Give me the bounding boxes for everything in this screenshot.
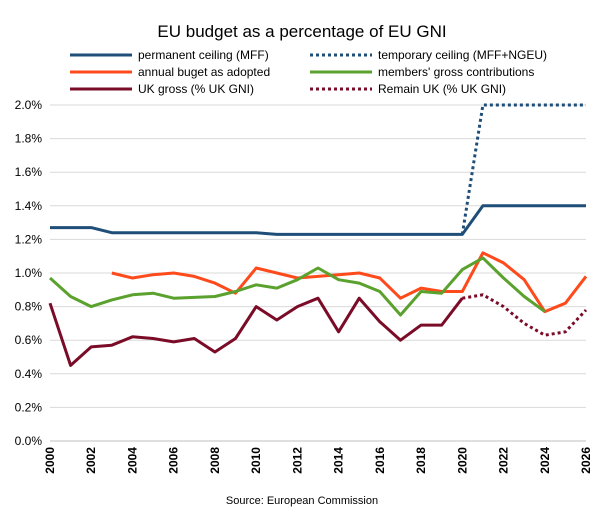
series-line-adopted bbox=[111, 251, 588, 314]
x-tick-label: 2002 bbox=[84, 447, 98, 474]
x-tick-label: 2008 bbox=[208, 447, 222, 474]
x-tick-label: 2018 bbox=[414, 447, 428, 474]
y-tick-label: 2.0% bbox=[15, 98, 43, 112]
series-lines bbox=[48, 103, 588, 367]
series-line-remain bbox=[462, 293, 588, 337]
y-axis: 0.0% 0.2% 0.4% 0.6% 0.8% 1.0% 1.2% 1.4% 1.6% 1.8%… bbox=[15, 98, 43, 448]
x-tick-label: 2010 bbox=[249, 447, 263, 474]
legend-label-uk: UK gross (% UK GNI) bbox=[138, 82, 254, 96]
x-tick-label: 2000 bbox=[43, 447, 57, 474]
x-axis: 2000 2002 2004 2006 2008 2010 2012 2014 2016 2018… bbox=[43, 440, 593, 474]
chart-title: EU budget as a percentage of EU GNI bbox=[157, 22, 446, 41]
x-tick-label: 2024 bbox=[538, 447, 552, 474]
x-tick-label: 2026 bbox=[579, 447, 593, 474]
x-tick-label: 2006 bbox=[167, 447, 181, 474]
legend-label-ngeu: temporary ceiling (MFF+NGEU) bbox=[378, 48, 547, 62]
y-tick-label: 1.2% bbox=[15, 232, 43, 246]
series-line-ngeu bbox=[460, 103, 586, 235]
source-note: Source: European Commission bbox=[226, 495, 378, 507]
x-tick-label: 2012 bbox=[290, 447, 304, 474]
legend-label-adopted: annual buget as adopted bbox=[138, 65, 270, 79]
y-tick-label: 1.4% bbox=[15, 199, 43, 213]
series-line-contrib bbox=[48, 256, 546, 317]
y-tick-label: 0.0% bbox=[15, 434, 43, 448]
legend-label-remain: Remain UK (% UK GNI) bbox=[378, 82, 506, 96]
y-tick-label: 0.8% bbox=[15, 300, 43, 314]
x-tick-label: 2014 bbox=[332, 447, 346, 474]
gridlines bbox=[50, 104, 586, 442]
series-line-mff bbox=[50, 204, 586, 236]
x-tick-label: 2020 bbox=[455, 447, 469, 474]
legend-label-contrib: members' gross contributions bbox=[378, 65, 534, 79]
y-tick-label: 0.6% bbox=[15, 333, 43, 347]
x-tick-label: 2016 bbox=[373, 447, 387, 474]
series-line-uk bbox=[48, 296, 464, 367]
y-tick-label: 1.6% bbox=[15, 165, 43, 179]
y-tick-label: 1.8% bbox=[15, 132, 43, 146]
y-tick-label: 0.2% bbox=[15, 400, 43, 414]
y-tick-label: 0.4% bbox=[15, 367, 43, 381]
legend: permanent ceiling (MFF) temporary ceiling… bbox=[70, 48, 547, 96]
y-tick-label: 1.0% bbox=[15, 266, 43, 280]
legend-label-mff: permanent ceiling (MFF) bbox=[138, 48, 269, 62]
x-tick-label: 2022 bbox=[497, 447, 511, 474]
x-tick-label: 2004 bbox=[125, 447, 139, 474]
